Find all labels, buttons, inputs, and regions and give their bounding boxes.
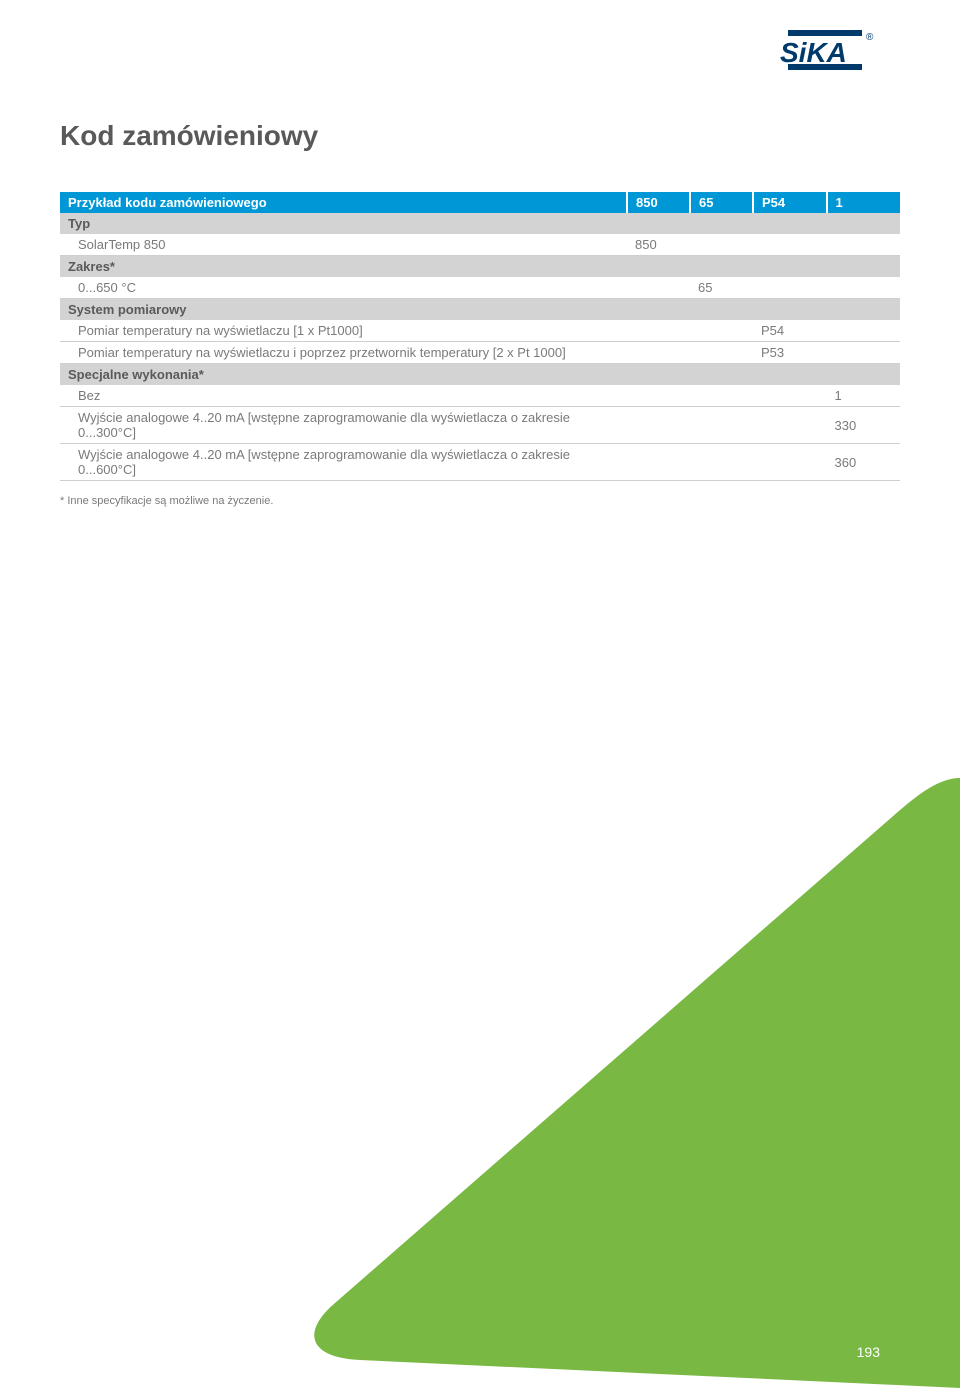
row-label: Wyjście analogowe 4..20 mA [wstępne zapr… <box>60 407 627 444</box>
table-row: Bez 1 <box>60 385 900 407</box>
table-row: Pomiar temperatury na wyświetlaczu i pop… <box>60 342 900 364</box>
section-row: Specjalne wykonania* <box>60 364 900 386</box>
section-title: Typ <box>60 213 900 234</box>
header-label: Przykład kodu zamówieniowego <box>60 192 627 213</box>
row-c4: 330 <box>827 407 901 444</box>
row-c2 <box>690 407 753 444</box>
table-row: Wyjście analogowe 4..20 mA [wstępne zapr… <box>60 444 900 481</box>
row-c2 <box>690 342 753 364</box>
row-c4 <box>827 320 901 342</box>
section-title: System pomiarowy <box>60 299 900 321</box>
header-c1: 850 <box>627 192 690 213</box>
row-c1 <box>627 385 690 407</box>
row-label: SolarTemp 850 <box>60 234 627 256</box>
section-title: Zakres* <box>60 256 900 278</box>
brand-logo: SiKA ® <box>768 30 888 83</box>
table-row: Wyjście analogowe 4..20 mA [wstępne zapr… <box>60 407 900 444</box>
row-label: Wyjście analogowe 4..20 mA [wstępne zapr… <box>60 444 627 481</box>
row-c4 <box>827 234 901 256</box>
table-row: Pomiar temperatury na wyświetlaczu [1 x … <box>60 320 900 342</box>
row-c1 <box>627 320 690 342</box>
section-row: System pomiarowy <box>60 299 900 321</box>
content: Kod zamówieniowy Przykład kodu zamówieni… <box>60 120 900 507</box>
table-row: 0...650 °C 65 <box>60 277 900 299</box>
row-c3 <box>753 234 827 256</box>
page-number: 193 <box>857 1344 880 1360</box>
row-c3: P54 <box>753 320 827 342</box>
row-c3: P53 <box>753 342 827 364</box>
row-c1 <box>627 407 690 444</box>
section-row: Zakres* <box>60 256 900 278</box>
section-title: Specjalne wykonania* <box>60 364 900 386</box>
row-c1: 850 <box>627 234 690 256</box>
header-c3: P54 <box>753 192 827 213</box>
row-c2 <box>690 234 753 256</box>
footnote: * Inne specyfikacje są możliwe na życzen… <box>60 495 900 507</box>
page-title: Kod zamówieniowy <box>60 120 900 152</box>
section-row: Typ <box>60 213 900 234</box>
row-c2 <box>690 320 753 342</box>
row-c3 <box>753 444 827 481</box>
row-c1 <box>627 277 690 299</box>
row-c2 <box>690 444 753 481</box>
row-label: 0...650 °C <box>60 277 627 299</box>
row-c3 <box>753 385 827 407</box>
row-c1 <box>627 342 690 364</box>
table-header-row: Przykład kodu zamówieniowego85065P541 <box>60 192 900 213</box>
order-code-table: Przykład kodu zamówieniowego85065P541Typ… <box>60 192 900 481</box>
header-c4: 1 <box>827 192 901 213</box>
row-label: Pomiar temperatury na wyświetlaczu i pop… <box>60 342 627 364</box>
row-c2: 65 <box>690 277 753 299</box>
decorative-shape <box>240 748 960 1388</box>
row-c4: 1 <box>827 385 901 407</box>
row-c4 <box>827 277 901 299</box>
row-label: Pomiar temperatury na wyświetlaczu [1 x … <box>60 320 627 342</box>
page: SiKA ® Kod zamówieniowy Przykład kodu za… <box>0 0 960 1388</box>
row-c4: 360 <box>827 444 901 481</box>
header-c2: 65 <box>690 192 753 213</box>
row-label: Bez <box>60 385 627 407</box>
row-c4 <box>827 342 901 364</box>
row-c1 <box>627 444 690 481</box>
row-c3 <box>753 407 827 444</box>
table-row: SolarTemp 850850 <box>60 234 900 256</box>
registered-icon: ® <box>866 32 874 43</box>
row-c3 <box>753 277 827 299</box>
row-c2 <box>690 385 753 407</box>
logo-text: SiKA <box>780 37 847 68</box>
